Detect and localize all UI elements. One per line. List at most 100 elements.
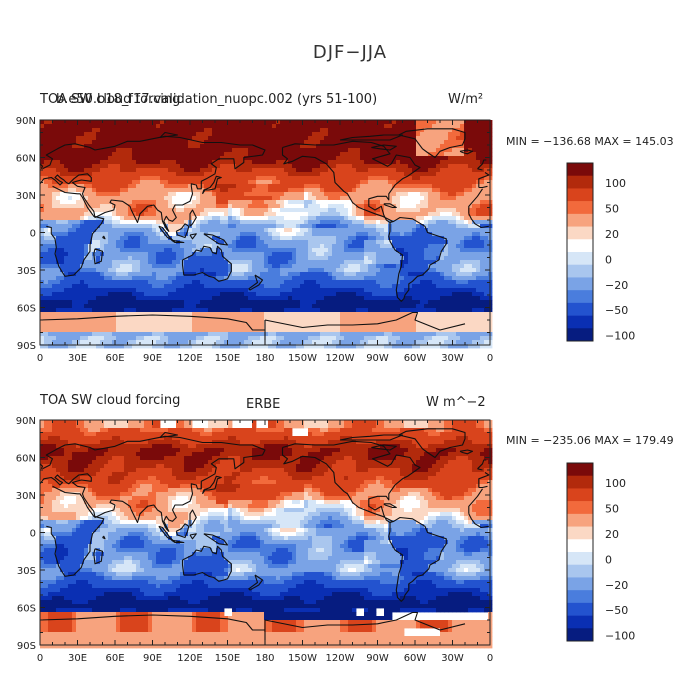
field-cell — [292, 140, 297, 145]
field-cell — [212, 136, 217, 141]
field-cell — [112, 168, 117, 173]
field-cell — [416, 216, 421, 221]
field-cell — [392, 208, 397, 213]
field-cell — [300, 260, 305, 265]
field-cell — [448, 200, 453, 205]
field-cell — [184, 288, 189, 293]
field-cell — [168, 164, 173, 169]
field-cell — [228, 176, 233, 181]
field-cell — [276, 184, 281, 189]
field-cell — [432, 292, 437, 297]
field-cell — [96, 280, 101, 285]
field-cell — [92, 288, 97, 293]
field-cell — [236, 160, 241, 165]
field-cell — [424, 236, 429, 241]
field-cell — [340, 256, 345, 261]
field-cell — [64, 272, 69, 277]
field-cell — [76, 144, 81, 149]
field-cell — [248, 200, 253, 205]
field-cell — [208, 248, 213, 253]
field-cell — [196, 240, 201, 245]
field-cell — [292, 188, 297, 193]
field-cell — [428, 164, 433, 169]
field-cell — [308, 140, 313, 145]
field-cell — [320, 184, 325, 189]
field-cell — [80, 200, 85, 205]
field-cell — [284, 168, 289, 173]
field-cell — [148, 144, 153, 149]
field-cell — [76, 140, 81, 145]
field-cell — [136, 188, 141, 193]
field-cell — [172, 192, 177, 197]
field-cell — [92, 180, 97, 185]
field-cell — [136, 148, 141, 153]
field-cell — [392, 252, 397, 257]
field-cell — [304, 268, 309, 273]
field-cell — [104, 288, 109, 293]
field-cell — [268, 248, 273, 253]
field-cell — [152, 260, 157, 265]
field-cell — [340, 164, 345, 169]
field-cell — [404, 268, 409, 273]
field-cell — [432, 200, 437, 205]
field-cell — [48, 200, 53, 205]
field-cell — [432, 124, 437, 129]
field-cell — [260, 132, 265, 137]
field-cell — [52, 176, 57, 181]
field-cell — [200, 264, 205, 269]
field-cell — [368, 220, 373, 225]
field-cell — [92, 232, 97, 237]
field-cell — [220, 212, 225, 217]
field-cell — [436, 260, 441, 265]
field-cell — [52, 136, 57, 141]
field-cell — [168, 128, 173, 133]
field-cell — [216, 152, 221, 157]
field-cell — [120, 256, 125, 261]
field-cell — [80, 176, 85, 181]
field-cell — [132, 296, 137, 301]
field-cell — [68, 132, 73, 137]
field-cell — [332, 184, 337, 189]
field-cell — [332, 200, 337, 205]
field-cell — [408, 128, 413, 133]
field-cell — [272, 244, 277, 249]
field-cell — [40, 144, 45, 149]
field-cell — [120, 248, 125, 253]
field-cell — [436, 172, 441, 177]
field-cell — [376, 164, 381, 169]
field-cell — [428, 232, 433, 237]
field-cell — [432, 148, 437, 153]
field-cell — [168, 268, 173, 273]
field-cell — [252, 228, 257, 233]
field-cell — [152, 120, 157, 125]
field-cell — [388, 128, 393, 133]
field-cell — [428, 172, 433, 177]
field-cell — [440, 232, 445, 237]
field-cell — [60, 136, 65, 141]
field-cell — [380, 292, 385, 297]
field-cell — [276, 256, 281, 261]
field-cell — [364, 244, 369, 249]
field-cell — [476, 160, 481, 165]
field-cell — [148, 288, 153, 293]
field-cell — [412, 280, 417, 285]
field-cell — [192, 276, 197, 281]
field-cell — [412, 152, 417, 157]
field-cell — [236, 292, 241, 297]
field-cell — [52, 168, 57, 173]
field-cell — [48, 252, 53, 257]
field-cell — [108, 160, 113, 165]
field-cell — [152, 196, 157, 201]
field-cell — [456, 256, 461, 261]
field-cell — [312, 252, 317, 257]
field-cell — [284, 248, 289, 253]
field-cell — [148, 120, 153, 125]
field-cell — [224, 200, 229, 205]
field-cell — [48, 236, 53, 241]
field-cell — [356, 164, 361, 169]
field-cell — [404, 180, 409, 185]
field-cell — [312, 176, 317, 181]
field-cell — [232, 252, 237, 257]
field-cell — [204, 144, 209, 149]
